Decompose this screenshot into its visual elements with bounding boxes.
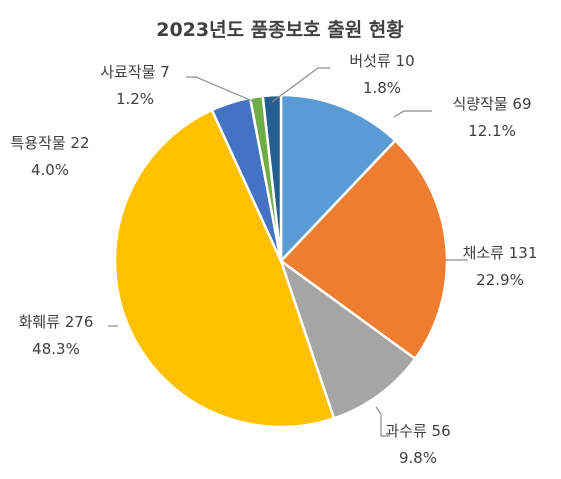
slice-percent-3: 9.8% [399,449,437,467]
chart-title: 2023년도 품종보호 출원 현황 [156,18,404,41]
pie-slice-4 [113,108,336,429]
slice-label-6: 사료작물 7 [100,63,170,81]
slice-percent-4: 48.3% [32,340,80,358]
leader-line-3 [375,406,390,437]
slice-percent-7: 1.8% [363,79,401,97]
slice-percent-2: 22.9% [476,271,524,289]
slice-labels: 식량작물 69 12.1% 채소류 131 22.9% 과수류 56 9.8% 화훼류 27… [10,52,537,467]
leader-line-6 [186,76,258,104]
slice-percent-1: 12.1% [468,122,516,140]
pie-slice-2 [279,138,449,361]
slice-label-2: 채소류 131 [463,244,538,262]
pie-slices [113,93,449,429]
slice-label-4: 화훼류 276 [19,313,94,331]
leader-line-1 [393,110,432,118]
slice-label-1: 식량작물 69 [452,95,531,113]
slice-percent-5: 4.0% [31,161,69,179]
slice-label-7: 버섯류 10 [349,52,414,70]
slice-label-3: 과수류 56 [385,422,450,440]
slice-percent-6: 1.2% [116,90,154,108]
slice-label-5: 특용작물 22 [10,134,89,152]
leader-line-7 [271,67,330,103]
pie-slice-3 [278,257,417,420]
pie-slice-1 [279,93,398,265]
leader-lines [108,67,468,437]
